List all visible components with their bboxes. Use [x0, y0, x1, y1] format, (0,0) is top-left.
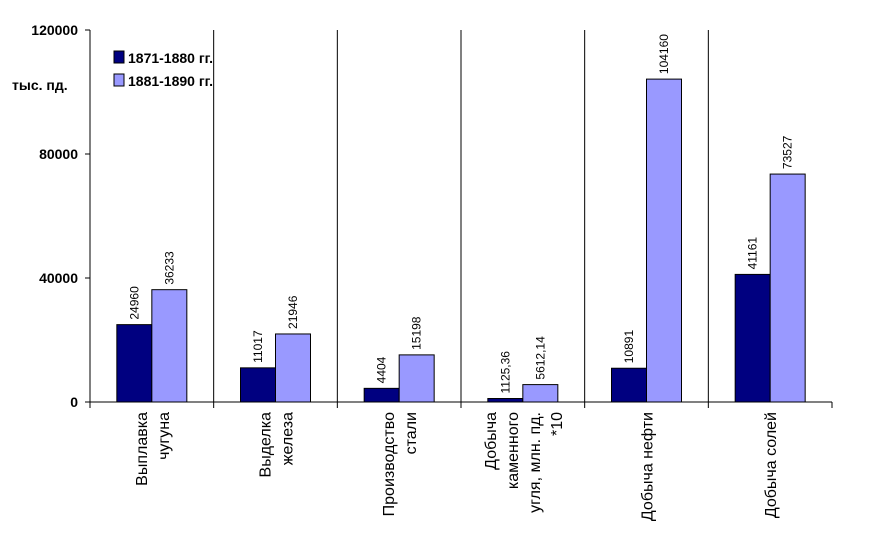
bar-series-2-cat-1	[151, 289, 188, 403]
legend-swatch	[113, 50, 125, 64]
value-label: 10891	[622, 330, 636, 364]
value-label: 21946	[286, 295, 300, 329]
value-label: 41161	[746, 237, 760, 270]
bar-series-2-cat-5	[646, 78, 682, 403]
y-tick-label: 80000	[39, 146, 78, 162]
y-tick-label: 0	[70, 394, 78, 410]
value-label: 11017	[251, 330, 265, 363]
value-label: 104160	[657, 34, 671, 74]
value-label: 15198	[410, 316, 424, 350]
y-tick-label: 120000	[31, 22, 78, 38]
value-label: 36233	[162, 251, 176, 285]
category-label: железа	[280, 412, 297, 465]
category-label: каменного	[505, 412, 522, 489]
bar-series-1-cat-1	[116, 324, 153, 403]
category-label: Выделка	[258, 412, 275, 478]
bar-series-1-cat-3	[363, 387, 400, 403]
bar-series-1-cat-6	[734, 273, 771, 403]
category-label: Добыча	[483, 412, 500, 470]
chart-legend: 1871-1880 гг. 1881-1890 гг.	[113, 50, 213, 89]
value-label: 24960	[127, 286, 141, 320]
y-unit-label: тыс. пд.	[12, 77, 68, 93]
category-label: Добыча солей	[763, 412, 780, 518]
bar-series-2-cat-4	[522, 384, 559, 403]
bar-series-1-cat-4	[487, 398, 524, 403]
value-label: 1125,36	[498, 351, 512, 394]
category-label: Добыча нефти	[640, 412, 657, 521]
chart-category-labels: Выплавка чугуна Выделка железа Производство с…	[134, 412, 780, 521]
category-label: чугуна	[156, 412, 173, 460]
bar-series-2-cat-6	[769, 173, 806, 403]
bar-series-1-cat-5	[611, 367, 647, 403]
chart-value-labels: 24960 11017 4404 1125,36 10891 41161 36233 2194…	[127, 34, 794, 394]
value-label: 4404	[375, 356, 389, 383]
category-label: *10	[549, 412, 566, 436]
chart-axes: 0 40000 80000 120000	[31, 22, 833, 410]
category-label: угля, млн. пд.	[527, 412, 544, 513]
category-label: стали	[403, 412, 420, 454]
value-label: 73527	[781, 135, 795, 169]
legend-label: 1871-1880 гг.	[128, 50, 213, 66]
chart-bars	[116, 78, 806, 403]
y-tick-label: 40000	[39, 270, 78, 286]
bar-series-2-cat-3	[398, 354, 435, 403]
category-label: Выплавка	[134, 412, 151, 486]
bar-series-2-cat-2	[275, 333, 311, 403]
legend-swatch	[113, 73, 125, 87]
category-label: Производство	[381, 412, 398, 516]
legend-label: 1881-1890 гг.	[128, 73, 213, 89]
bar-series-1-cat-2	[240, 367, 276, 403]
value-label: 5612,14	[533, 336, 547, 380]
